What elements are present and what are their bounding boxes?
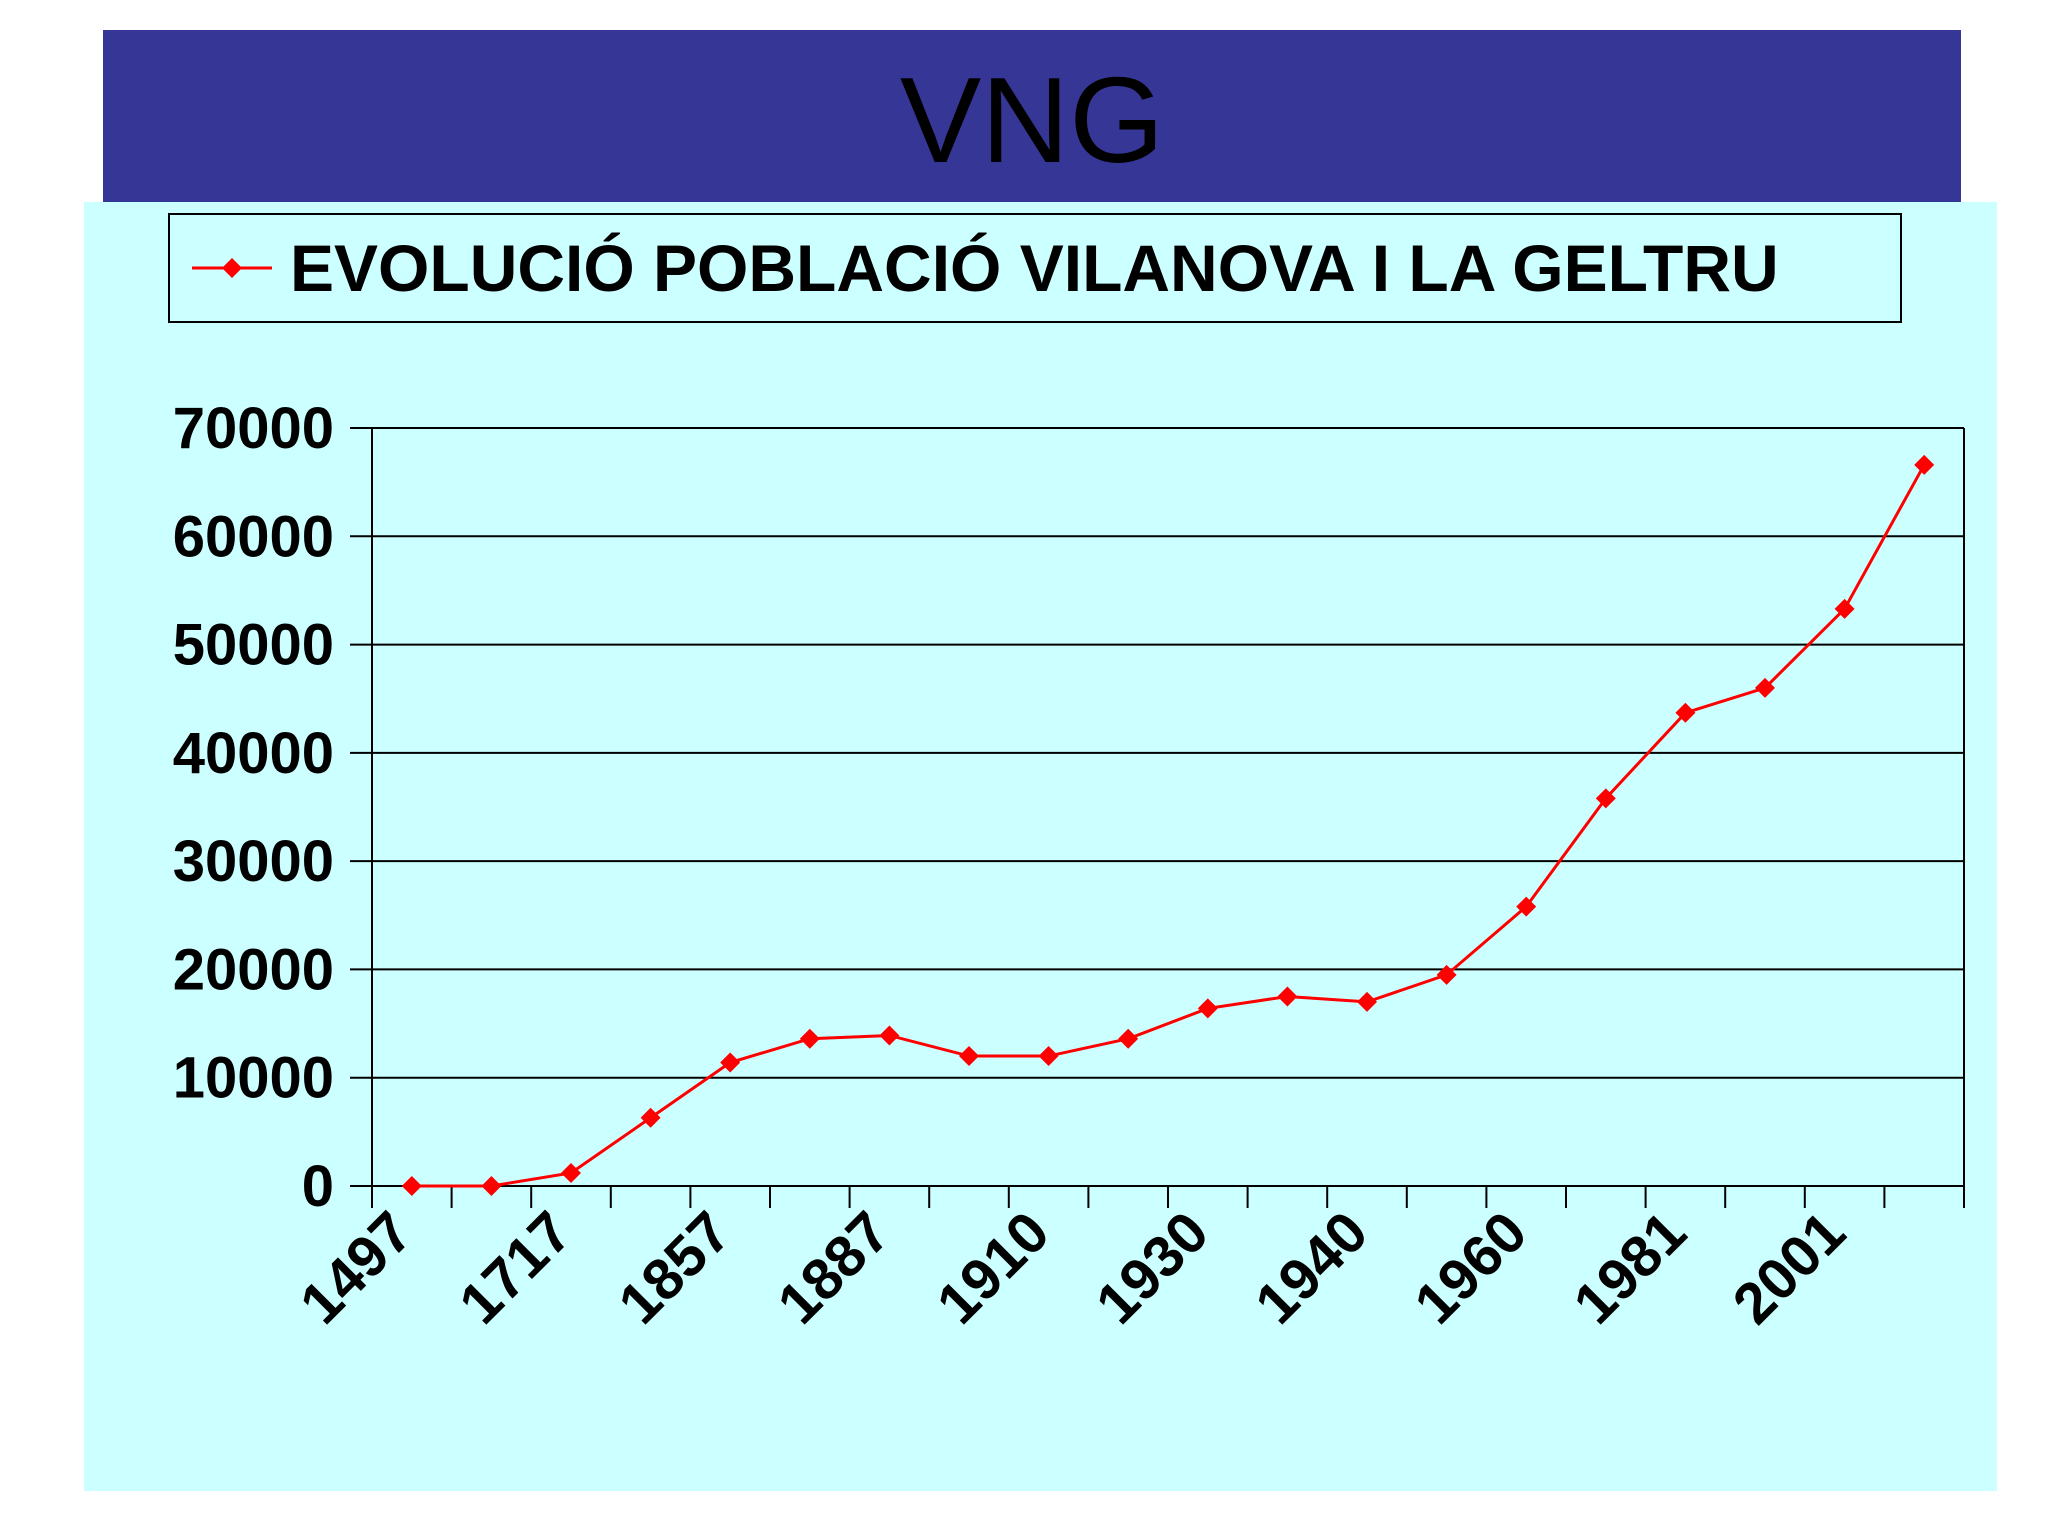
data-point-1 — [481, 1176, 502, 1196]
series-line — [411, 464, 1926, 1188]
y-tick-label-10000: 10000 — [173, 1046, 334, 1111]
data-point-18 — [1834, 598, 1855, 619]
slide-title: VNG — [899, 52, 1165, 188]
x-tick-label-1857: 1857 — [606, 1199, 743, 1336]
x-tick-label-1910: 1910 — [925, 1199, 1062, 1336]
y-tick-label-30000: 30000 — [173, 829, 334, 894]
legend-swatch-icon — [192, 258, 272, 278]
x-tick-label-1930: 1930 — [1084, 1199, 1221, 1336]
data-point-7 — [959, 1046, 979, 1067]
data-point-15 — [1595, 788, 1616, 809]
y-tick-label-50000: 50000 — [173, 613, 334, 678]
chart-legend: EVOLUCIÓ POBLACIÓ VILANOVA I LA GELTRU — [168, 213, 1902, 323]
data-point-13 — [1436, 964, 1457, 985]
data-point-14 — [1516, 896, 1537, 917]
x-tick-label-1981: 1981 — [1561, 1199, 1698, 1336]
data-point-10 — [1197, 998, 1218, 1019]
y-tick-label-40000: 40000 — [173, 721, 334, 786]
data-point-19 — [1914, 454, 1935, 475]
y-tick-label-70000: 70000 — [173, 396, 334, 461]
data-point-3 — [640, 1107, 661, 1128]
x-tick-label-2001: 2001 — [1721, 1199, 1858, 1336]
y-tick-label-60000: 60000 — [173, 504, 334, 569]
data-point-11 — [1277, 986, 1298, 1007]
line-chart: 0 10000 20000 30000 40000 50000 60000 70000 1497… — [173, 396, 1965, 1336]
x-tick-label-1960: 1960 — [1402, 1199, 1539, 1336]
data-point-5 — [799, 1028, 820, 1049]
data-point-16 — [1675, 702, 1696, 723]
x-tick-label-1940: 1940 — [1243, 1199, 1380, 1336]
data-point-9 — [1118, 1028, 1139, 1049]
legend-label: EVOLUCIÓ POBLACIÓ VILANOVA I LA GELTRU — [290, 231, 1779, 305]
data-point-17 — [1755, 677, 1775, 698]
data-point-8 — [1038, 1046, 1059, 1067]
x-tick-label-1887: 1887 — [765, 1199, 902, 1336]
chart-area: 0 10000 20000 30000 40000 50000 60000 70000 1497… — [84, 202, 1997, 1491]
data-point-2 — [561, 1163, 581, 1184]
x-tick-label-1717: 1717 — [447, 1199, 584, 1336]
data-point-6 — [879, 1025, 900, 1046]
data-point-0 — [401, 1176, 422, 1196]
data-point-12 — [1357, 991, 1377, 1012]
slide-title-bar: VNG — [103, 30, 1961, 202]
y-tick-label-20000: 20000 — [173, 937, 334, 1002]
y-tick-label-0: 0 — [302, 1154, 334, 1219]
x-tick-label-1497: 1497 — [288, 1199, 425, 1336]
data-point-4 — [720, 1052, 741, 1073]
